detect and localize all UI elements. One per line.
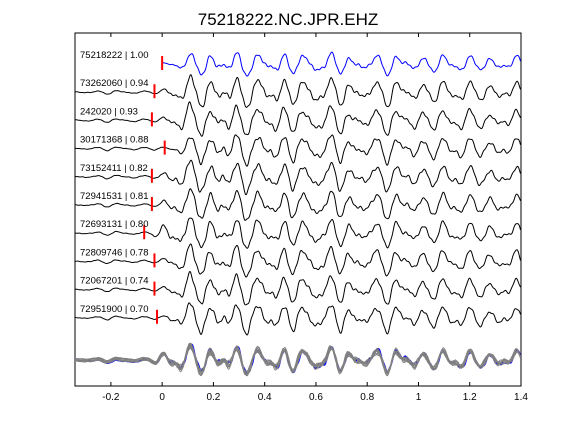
x-tick-label: 1.2 <box>463 392 477 403</box>
trace-line <box>74 101 521 137</box>
trace-label: 72693131 | 0.80 <box>80 219 149 230</box>
x-tick-label: -0.2 <box>102 392 120 403</box>
trace-line <box>74 217 521 249</box>
x-tick-label: 0.2 <box>206 392 220 403</box>
stack-group <box>74 342 522 377</box>
trace-line <box>74 302 521 336</box>
x-tick-label: 1.4 <box>514 392 528 403</box>
x-tick-label: 0.6 <box>309 392 323 403</box>
trace-label: 75218222 | 1.00 <box>80 50 149 61</box>
x-tick-label: 0.8 <box>360 392 374 403</box>
trace-label: 73152411 | 0.82 <box>80 163 148 174</box>
chart-title: 75218222.NC.JPR.EHZ <box>198 10 378 29</box>
trace-label: 30171368 | 0.88 <box>80 135 149 146</box>
trace-label: 72951900 | 0.70 <box>80 304 149 315</box>
traces-group: 75218222 | 1.00 73262060 | 0.94 242020 | 0… <box>74 50 521 336</box>
trace-label: 72809746 | 0.78 <box>80 247 149 258</box>
trace-line <box>74 159 521 196</box>
x-tick-label: 1 <box>416 392 422 403</box>
trace-label: 72067201 | 0.74 <box>80 276 149 287</box>
trace-line <box>74 134 521 167</box>
trace-line <box>162 51 521 77</box>
trace-line <box>74 74 521 108</box>
trace-label: 72941531 | 0.81 <box>80 191 149 202</box>
trace-line <box>74 270 521 306</box>
trace-line <box>74 243 521 278</box>
trace-label: 242020 | 0.93 <box>80 106 138 117</box>
x-tick-label: 0.4 <box>258 392 272 403</box>
trace-label: 73262060 | 0.94 <box>80 78 149 89</box>
stack-trace-line <box>74 345 521 377</box>
trace-line <box>74 188 521 221</box>
x-tick-label: 0 <box>159 392 165 403</box>
x-axis: -0.2 0 0.2 0.4 0.6 0.8 1 1.2 1.4 <box>102 33 528 403</box>
